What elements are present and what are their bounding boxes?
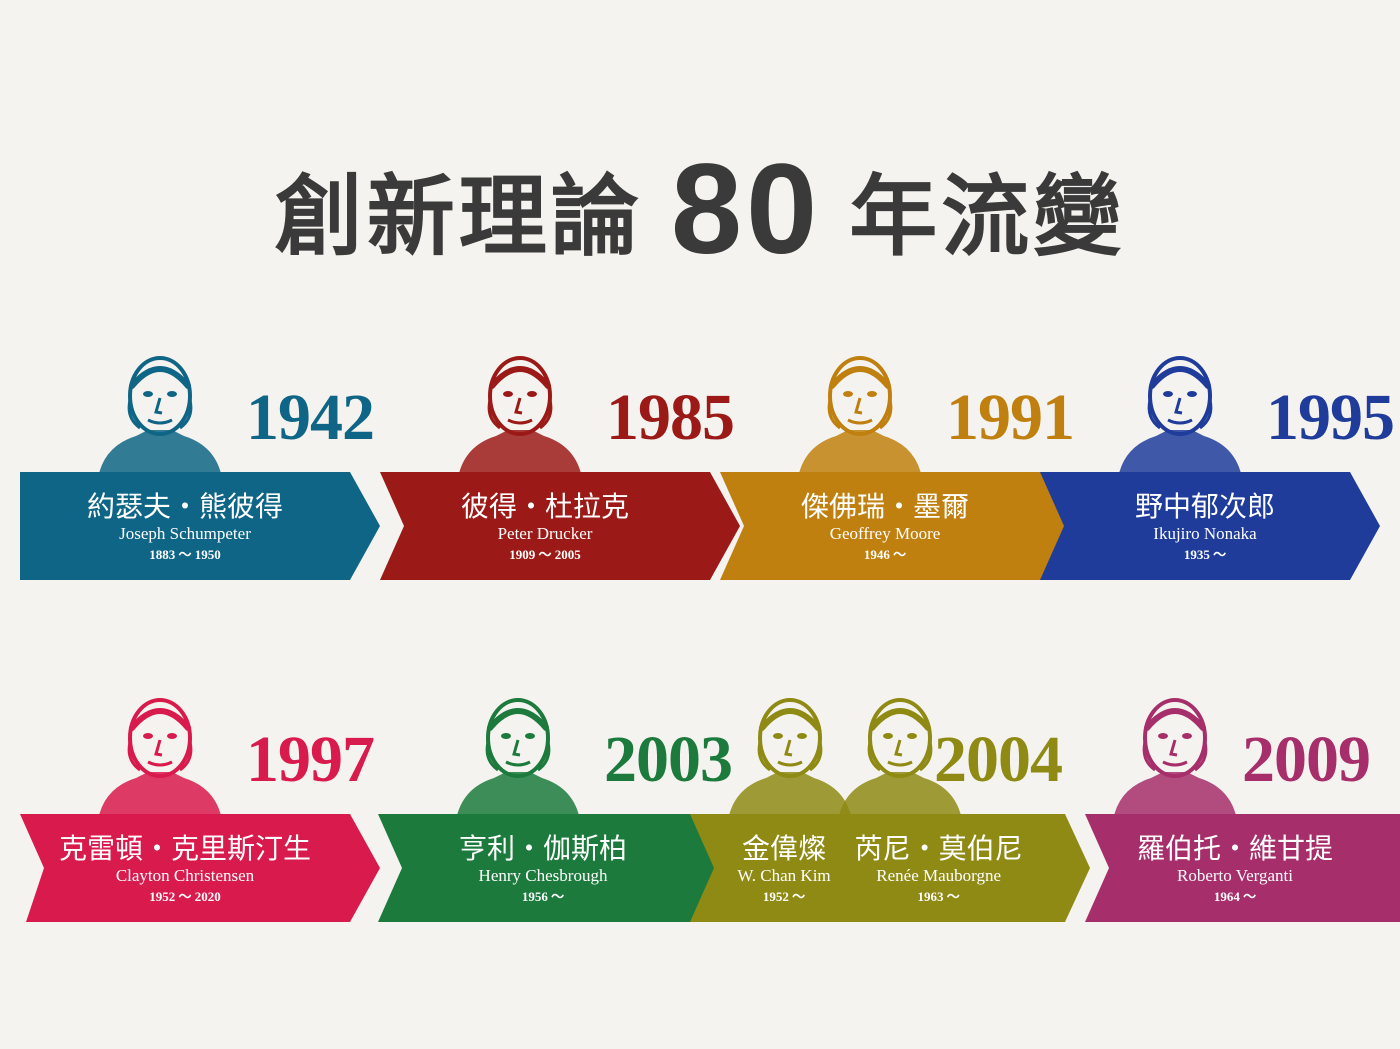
page-title: 創新理論 80 年流變 <box>0 140 1400 280</box>
person-name-zh: 克雷頓・克里斯汀生 <box>58 832 311 865</box>
arrow-band: 傑佛瑞・墨爾 Geoffrey Moore 1946 ～ <box>720 472 1080 580</box>
arrow-shape <box>1085 814 1400 922</box>
person-name-zh: 金偉燦 <box>741 832 826 865</box>
item-year: 2003 <box>604 723 733 796</box>
person-name-en: Joseph Schumpeter <box>119 524 251 543</box>
person-years: 1946 ～ <box>863 547 907 562</box>
portrait-icon <box>798 356 922 478</box>
portrait-icon <box>1113 698 1237 820</box>
title-main: 創新理論 <box>274 164 643 268</box>
person-name-zh: 彼得・杜拉克 <box>460 490 629 523</box>
item-year: 2009 <box>1242 723 1371 796</box>
arrow-band: 野中郁次郎 Ikujiro Nonaka 1935 ～ <box>1040 472 1400 580</box>
timeline-item-1995: 1995 野中郁次郎 Ikujiro Nonaka 1935 ～ <box>1040 338 1400 618</box>
person-name-en: Clayton Christensen <box>115 866 255 885</box>
timeline-item-2003: 2003 亨利・伽斯柏 Henry Chesbrough 1956 ～ <box>378 680 738 960</box>
item-year: 1985 <box>606 381 735 454</box>
arrow-band: 金偉燦 W. Chan Kim 1952 ～ 芮尼・莫伯尼 Renée Maub… <box>690 814 1100 922</box>
title-rest: 年流變 <box>849 164 1126 268</box>
timeline-item-2009: 2009 羅伯托・維甘提 Roberto Verganti 1964 ～ <box>1085 680 1400 960</box>
arrow-band: 約瑟夫・熊彼得 Joseph Schumpeter 1883 ～ 1950 <box>20 472 380 580</box>
arrow-shape <box>380 472 740 580</box>
person-years: 1909 ～ 2005 <box>509 547 581 562</box>
arrow-band: 彼得・杜拉克 Peter Drucker 1909 ～ 2005 <box>380 472 740 580</box>
item-year: 1991 <box>946 381 1075 454</box>
timeline-item-2004: 2004 金偉燦 W. Chan Kim 1952 ～ 芮尼・莫伯尼 Renée… <box>690 680 1100 960</box>
arrow-shape <box>720 472 1080 580</box>
person-years: 1956 ～ <box>521 889 565 904</box>
person-years: 1952 ～ <box>762 889 806 904</box>
timeline-item-1997: 1997 克雷頓・克里斯汀生 Clayton Christensen 1952 … <box>20 680 380 960</box>
person-info: 傑佛瑞・墨爾 Geoffrey Moore 1946 ～ <box>720 472 1050 580</box>
person-years: 1883 ～ 1950 <box>149 547 221 562</box>
person-info: 亨利・伽斯柏 Henry Chesbrough 1956 ～ <box>378 814 708 922</box>
person-name-en: W. Chan Kim <box>737 866 831 885</box>
person-name-zh: 傑佛瑞・墨爾 <box>800 490 969 523</box>
person-name-zh: 羅伯托・維甘提 <box>1136 832 1333 865</box>
portrait-icon <box>98 356 222 478</box>
timeline-item-1942: 1942 約瑟夫・熊彼得 Joseph Schumpeter 1883 ～ 19… <box>20 338 380 618</box>
timeline-item-1985: 1985 彼得・杜拉克 Peter Drucker 1909 ～ 2005 <box>380 338 740 618</box>
person-info: 約瑟夫・熊彼得 Joseph Schumpeter 1883 ～ 1950 <box>20 472 350 580</box>
arrow-band: 羅伯托・維甘提 Roberto Verganti 1964 ～ <box>1085 814 1400 922</box>
person-name-zh: 亨利・伽斯柏 <box>458 832 627 865</box>
person-name-zh: 約瑟夫・熊彼得 <box>86 490 283 523</box>
person-name-zh: 芮尼・莫伯尼 <box>854 832 1023 865</box>
portrait-icon <box>728 698 852 820</box>
person-info: 金偉燦 W. Chan Kim 1952 ～ 芮尼・莫伯尼 Renée Maub… <box>690 814 1070 922</box>
person-info: 野中郁次郎 Ikujiro Nonaka 1935 ～ <box>1040 472 1370 580</box>
arrow-shape <box>20 814 380 922</box>
person-pair: 金偉燦 W. Chan Kim 1952 ～ 芮尼・莫伯尼 Renée Maub… <box>690 814 1070 908</box>
portrait-icon <box>456 698 580 820</box>
title-number: 80 <box>670 138 822 281</box>
person-kim: 金偉燦 W. Chan Kim 1952 ～ <box>737 814 830 908</box>
person-name-en: Roberto Verganti <box>1177 866 1293 885</box>
timeline-item-1991: 1991 傑佛瑞・墨爾 Geoffrey Moore 1946 ～ <box>720 338 1080 618</box>
portrait-icon <box>458 356 582 478</box>
arrow-shape <box>1040 472 1380 580</box>
person-info: 克雷頓・克里斯汀生 Clayton Christensen 1952 ～ 202… <box>20 814 350 922</box>
person-years: 1952 ～ 2020 <box>149 889 221 904</box>
portrait-icon <box>98 698 222 820</box>
person-name-en: Ikujiro Nonaka <box>1153 524 1257 543</box>
person-info: 彼得・杜拉克 Peter Drucker 1909 ～ 2005 <box>380 472 710 580</box>
item-year: 1995 <box>1266 381 1395 454</box>
item-year: 1997 <box>246 723 375 796</box>
person-name-en: Renée Mauborgne <box>876 866 1002 885</box>
item-year: 1942 <box>246 381 375 454</box>
person-name-en: Peter Drucker <box>497 524 593 543</box>
person-years: 1963 ～ <box>917 889 960 904</box>
arrow-band: 亨利・伽斯柏 Henry Chesbrough 1956 ～ <box>378 814 738 922</box>
arrow-band: 克雷頓・克里斯汀生 Clayton Christensen 1952 ～ 202… <box>20 814 380 922</box>
person-name-zh: 野中郁次郎 <box>1134 490 1275 523</box>
item-year: 2004 <box>934 723 1063 796</box>
portrait-icon <box>838 698 962 820</box>
portrait-icon <box>1118 356 1242 478</box>
person-mauborgne: 芮尼・莫伯尼 Renée Mauborgne 1963 ～ <box>855 814 1023 908</box>
person-name-en: Henry Chesbrough <box>478 866 608 885</box>
person-name-en: Geoffrey Moore <box>829 524 941 543</box>
arrow-shape <box>20 472 380 580</box>
person-years: 1964 ～ <box>1213 889 1257 904</box>
arrow-shape <box>378 814 718 922</box>
arrow-shape <box>690 814 1090 922</box>
person-years: 1935 ～ <box>1183 547 1227 562</box>
person-info: 羅伯托・維甘提 Roberto Verganti 1964 ～ <box>1085 814 1385 922</box>
